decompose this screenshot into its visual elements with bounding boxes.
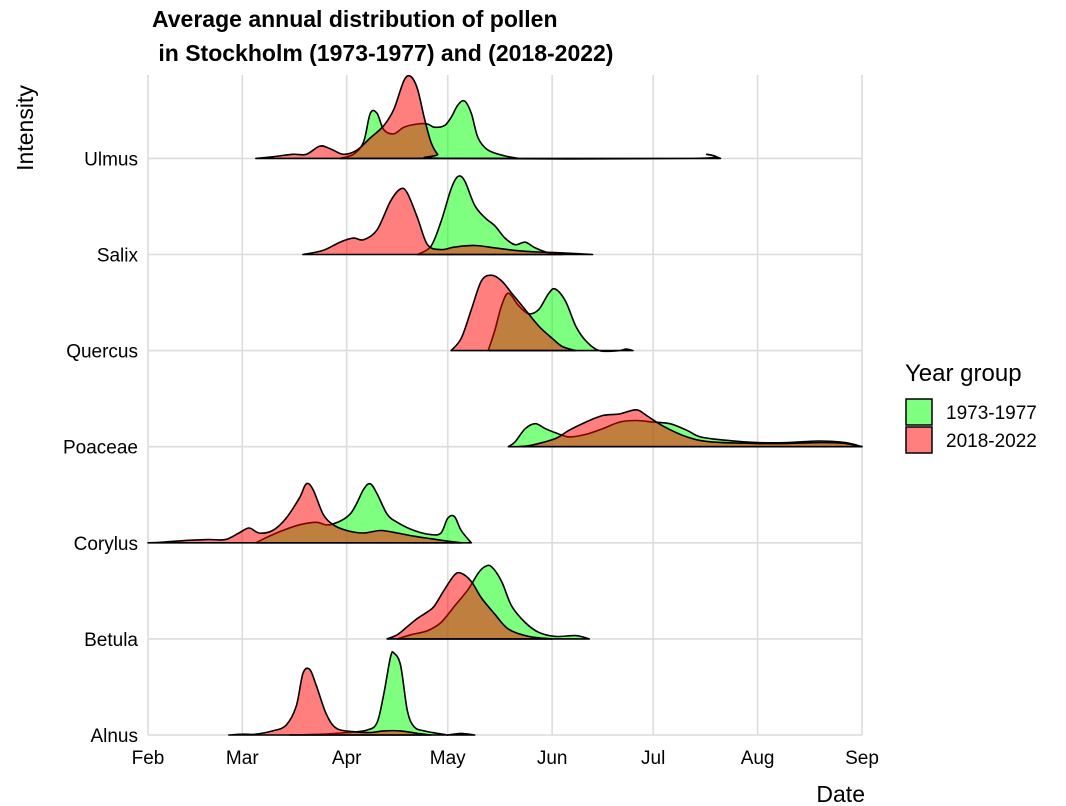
chart-title-line-2: in Stockholm (1973-1977) and (2018-2022) bbox=[152, 40, 613, 66]
ridge-betula bbox=[386, 564, 590, 640]
x-tick-label-jul: Jul bbox=[641, 748, 665, 769]
y-tick-label-alnus: Alnus bbox=[90, 726, 138, 747]
density-salix-2018-2022 bbox=[302, 187, 594, 256]
ridge-poaceae bbox=[507, 408, 863, 448]
legend-swatch-1973-1977 bbox=[905, 398, 933, 426]
x-tick-label-may: May bbox=[430, 748, 466, 769]
density-betula-2018-2022 bbox=[386, 571, 553, 640]
x-tick-label-aug: Aug bbox=[741, 748, 775, 769]
legend-title: Year group bbox=[905, 360, 1022, 387]
ridges bbox=[147, 74, 863, 737]
x-axis-title: Date bbox=[816, 781, 865, 806]
ridge-ulmus bbox=[255, 74, 722, 160]
legend-label-1973-1977: 1973-1977 bbox=[946, 403, 1037, 424]
chart-title-line-1: Average annual distribution of pollen bbox=[152, 6, 558, 32]
density-alnus-2018-2022 bbox=[228, 667, 432, 736]
y-tick-label-quercus: Quercus bbox=[66, 342, 138, 363]
density-alnus-1973-1977 bbox=[288, 651, 476, 737]
y-tick-label-corylus: Corylus bbox=[74, 534, 138, 555]
legend-swatch-2018-2022 bbox=[905, 426, 933, 454]
density-corylus-2018-2022 bbox=[147, 482, 462, 544]
y-tick-label-betula: Betula bbox=[84, 630, 138, 651]
y-tick-label-salix: Salix bbox=[97, 246, 139, 267]
x-tick-label-sep: Sep bbox=[845, 748, 879, 769]
y-tick-label-ulmus: Ulmus bbox=[84, 149, 138, 170]
ridge-alnus bbox=[228, 651, 476, 737]
density-salix-1973-1977 bbox=[416, 175, 564, 256]
y-axis-title: Intensity bbox=[12, 85, 38, 171]
legend-label-2018-2022: 2018-2022 bbox=[946, 431, 1037, 452]
y-tick-labels: Ulmus Salix Quercus Poaceae Corylus Betula Aln… bbox=[63, 149, 139, 747]
legend: Year group 1973-1977 2018-2022 bbox=[905, 360, 1037, 454]
ridge-salix bbox=[302, 175, 594, 256]
x-tick-label-jun: Jun bbox=[537, 748, 568, 769]
ridge-quercus bbox=[450, 274, 634, 353]
density-ulmus-2018-2022 bbox=[255, 74, 722, 160]
x-tick-labels: Feb Mar Apr May Jun Jul Aug Sep bbox=[132, 748, 879, 769]
density-quercus-2018-2022 bbox=[450, 274, 577, 352]
density-poaceae-2018-2022 bbox=[517, 408, 863, 448]
x-tick-label-feb: Feb bbox=[132, 748, 165, 769]
x-tick-label-mar: Mar bbox=[226, 748, 259, 769]
ridge-corylus bbox=[147, 482, 473, 544]
y-tick-label-poaceae: Poaceae bbox=[63, 438, 138, 459]
x-tick-label-apr: Apr bbox=[332, 748, 362, 769]
